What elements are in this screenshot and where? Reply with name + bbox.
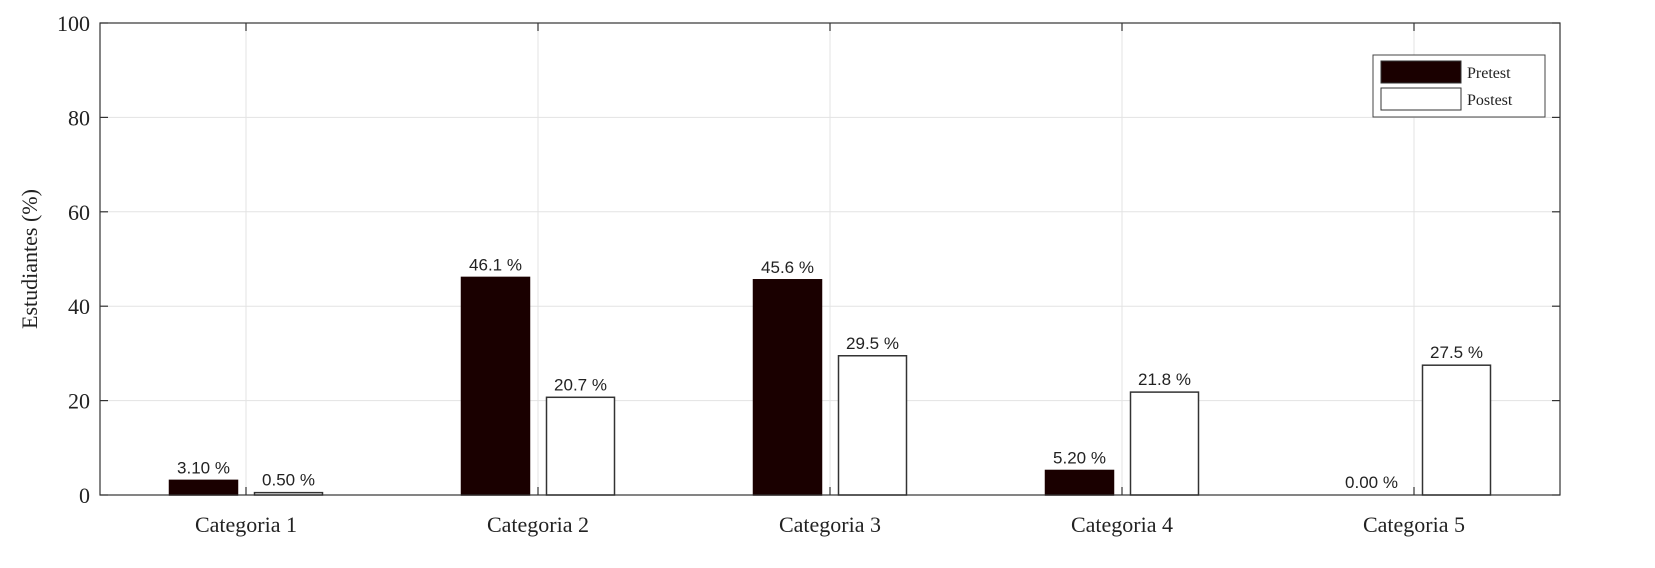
legend-label-postest: Postest <box>1467 92 1513 109</box>
y-axis-label: Estudiantes (%) <box>17 189 42 329</box>
bar-pretest <box>1044 469 1115 496</box>
data-label-pretest: 46.1 % <box>469 255 522 274</box>
data-label-pretest: 0.00 % <box>1345 473 1398 492</box>
bars <box>168 276 1492 496</box>
axis-ticks: 0 20 40 60 80 100 Categoria 1 Categoria 2 Catego… <box>57 11 1560 537</box>
legend-label-pretest: Pretest <box>1467 65 1511 82</box>
data-labels: 3.10 % 0.50 % 46.1 % 20.7 % 45.6 % 29.5 % 5.20… <box>177 255 1483 492</box>
y-tick-label: 40 <box>68 294 90 319</box>
y-tick-label: 20 <box>68 389 90 414</box>
legend: Pretest Postest <box>1372 54 1546 118</box>
legend-swatch-postest <box>1380 87 1462 111</box>
y-tick-label: 80 <box>68 105 90 130</box>
bar-postest <box>1421 364 1492 496</box>
x-tick-label: Categoria 3 <box>779 512 881 537</box>
y-tick-label: 0 <box>79 483 90 508</box>
data-label-pretest: 45.6 % <box>761 258 814 277</box>
bar-postest <box>1129 391 1200 496</box>
bar-postest <box>545 396 616 496</box>
bar-pretest <box>460 276 531 496</box>
data-label-postest: 0.50 % <box>262 471 315 490</box>
x-tick-label: Categoria 2 <box>487 512 589 537</box>
grid-lines <box>100 22 1560 496</box>
y-tick-label: 60 <box>68 200 90 225</box>
legend-swatch-pretest <box>1380 60 1462 84</box>
x-tick-label: Categoria 1 <box>195 512 297 537</box>
x-tick-label: Categoria 4 <box>1071 512 1173 537</box>
x-tick-label: Categoria 5 <box>1363 512 1465 537</box>
data-label-pretest: 3.10 % <box>177 458 230 477</box>
bar-postest <box>837 355 908 496</box>
bar-pretest <box>752 279 823 496</box>
data-label-postest: 27.5 % <box>1430 343 1483 362</box>
data-label-postest: 21.8 % <box>1138 370 1191 389</box>
data-label-pretest: 5.20 % <box>1053 448 1106 467</box>
data-label-postest: 20.7 % <box>554 375 607 394</box>
data-label-postest: 29.5 % <box>846 334 899 353</box>
y-tick-label: 100 <box>57 11 90 36</box>
bar-pretest <box>168 479 239 496</box>
